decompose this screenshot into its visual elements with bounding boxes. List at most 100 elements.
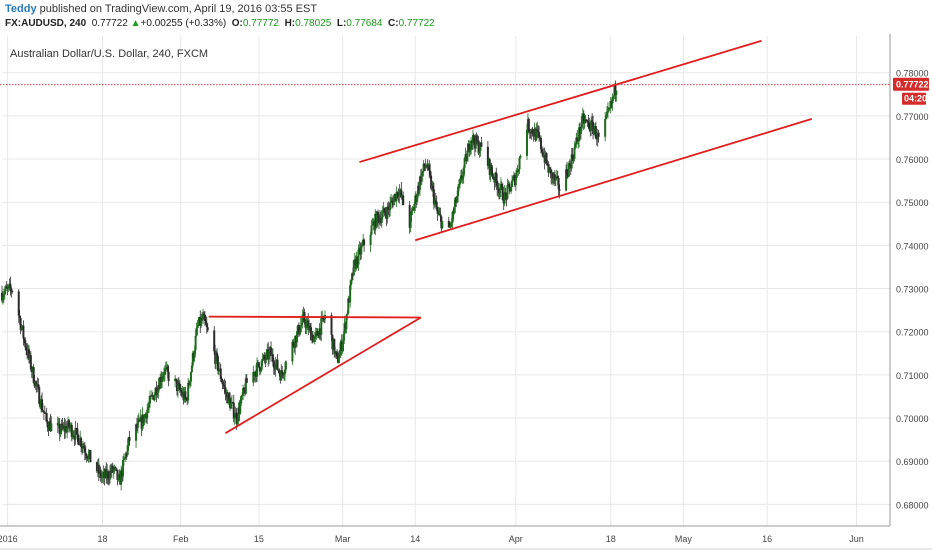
candle-body [187,382,190,401]
candle-body [78,444,81,446]
candle-body [127,437,130,446]
candle-body [270,347,273,356]
candle-body [147,407,150,410]
candle-body [612,95,615,97]
candle-body [330,315,333,335]
candle-body [296,331,299,343]
candle-body [352,260,355,276]
candle-body [203,314,206,321]
candle-body [153,394,156,401]
candle-body [593,129,595,134]
candle-body [126,445,129,455]
candle-body [421,171,424,173]
candle-body [578,127,581,142]
low-label: L: [336,18,347,29]
candle-body [528,131,531,133]
trend-drawings[interactable] [208,39,813,434]
candle-body [184,391,187,398]
candle-body [27,349,30,359]
candle-body [396,191,399,196]
candle-body [228,393,231,399]
candle-body [148,403,151,408]
symbol-ohlc-line: FX:AUDUSD, 240 0.77722 ▲+0.00255 (+0.33%… [5,18,435,29]
candle-body [597,132,600,137]
candle-body [1,296,4,301]
author-link[interactable]: Teddy [5,3,37,15]
candle-body [161,378,164,383]
candle-body [46,421,49,428]
candle-body [206,327,209,331]
candle-body [281,370,284,374]
candle-body [191,352,194,366]
current-price-tag [893,77,929,91]
x-tick-label: 15 [254,534,264,544]
candle-body [244,378,247,394]
candle-body [517,169,520,172]
candle-body [4,286,7,292]
x-tick-label: 18 [606,534,616,544]
candle-body [277,369,280,371]
candle-body [162,375,165,379]
candle-body [466,150,469,162]
price-chart[interactable]: 0.78000 0.77000 0.76000 0.75000 0.74000 0.730… [0,34,932,550]
candle-body [35,381,38,386]
candle-body [579,128,582,134]
symbol-label[interactable]: FX:AUDUSD, 240 [5,18,87,29]
candle-body [449,223,452,228]
candle-body [300,322,303,326]
candle-body [515,170,518,179]
candle-body [312,338,315,342]
candle-body [37,384,40,388]
candle-body [436,209,439,214]
candle-body [189,372,192,382]
candle-body [545,153,548,164]
candle-body [25,347,28,351]
candle-body [592,122,595,134]
candle-body [179,389,182,392]
candle-body [441,220,444,229]
candle-body [409,214,412,228]
candle-body [3,291,6,295]
candle-body [45,413,48,422]
candle-body [85,455,88,458]
candle-body [504,192,507,194]
candle-body [377,211,380,216]
candle-body [297,325,300,335]
candle-body [418,176,421,190]
x-tick-label: 18 [98,534,108,544]
candle-body [434,200,437,202]
candle-body [283,369,286,375]
candle-body [274,363,277,370]
candle-body [316,330,319,336]
candle-body [512,177,515,181]
candle-body [237,407,240,422]
candle-body [195,327,198,336]
candle-body [308,325,311,331]
candle-body [84,452,87,456]
candle-body [194,335,197,351]
candle-body [313,336,316,339]
x-tick-label: May [675,534,693,544]
candle-body [428,164,431,171]
candle-body [146,409,149,419]
candle-body [345,315,348,329]
candle-body [387,206,390,209]
candle-body [232,402,235,419]
candle-body [219,368,222,379]
candle-body [371,224,374,226]
candle-body [447,220,450,227]
candle-body [128,437,131,441]
y-tick-label: 0.73000 [896,285,929,295]
candle-body [261,358,264,361]
y-tick-label: 0.69000 [896,457,929,467]
candle-body [309,325,312,328]
candle-body [410,211,413,215]
candle-body [216,352,219,357]
candle-body [107,471,110,479]
candle-body [571,154,574,159]
candle-body [499,183,502,191]
candle-body [118,474,121,477]
candle-body [260,360,263,370]
candle-body [200,318,203,326]
candle-body [531,129,534,134]
